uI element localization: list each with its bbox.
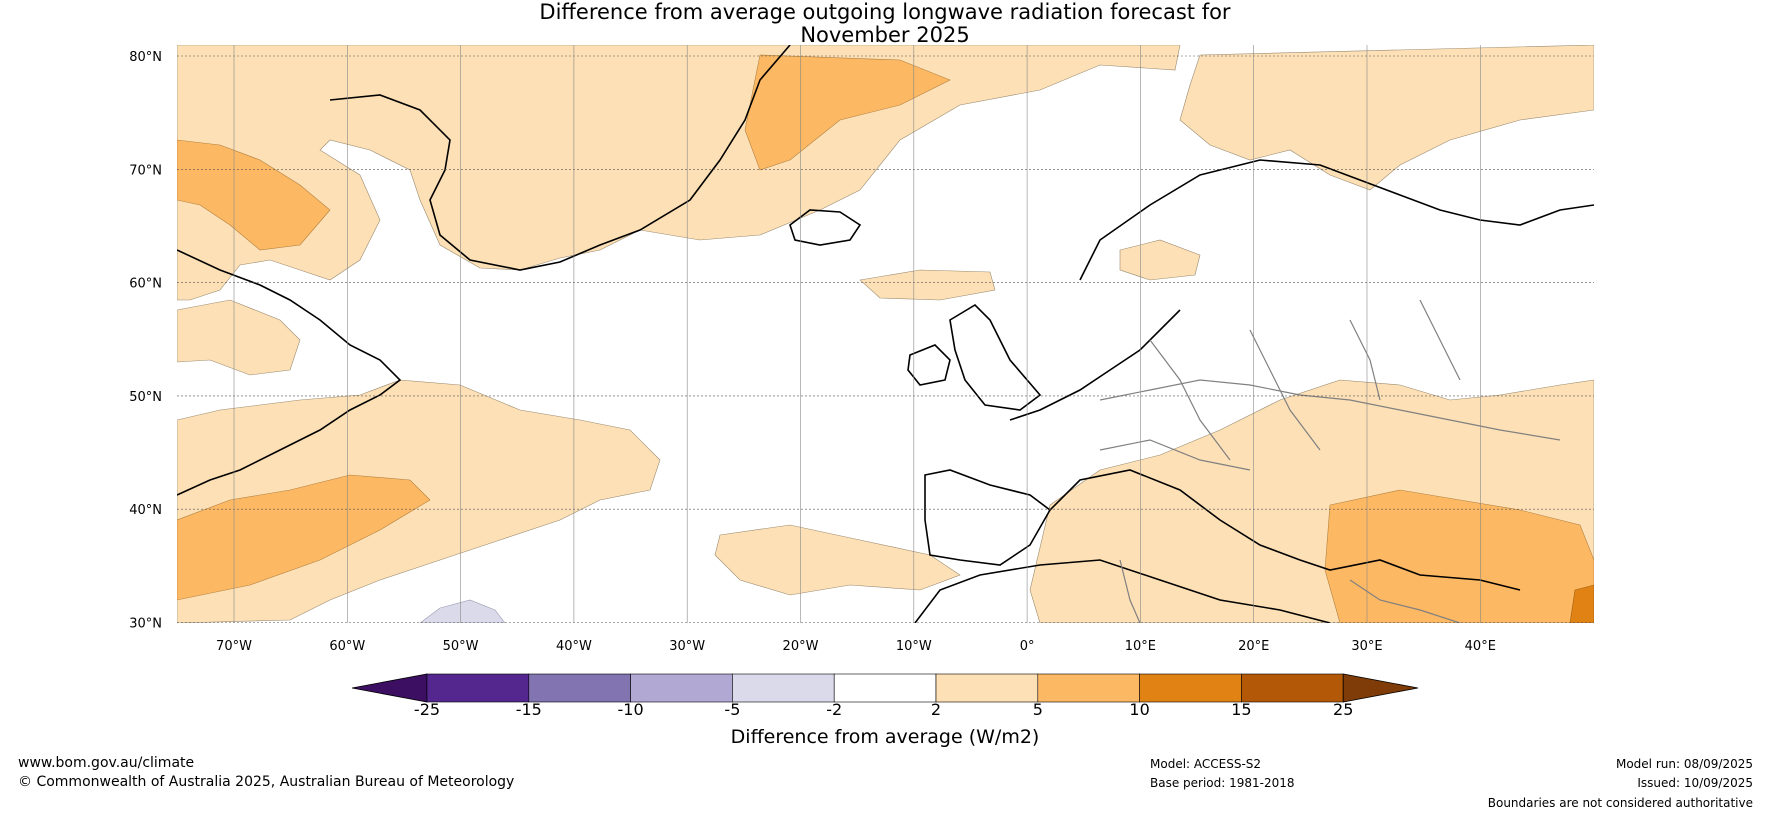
longitude-label: 30°E	[1351, 639, 1382, 654]
colorbar-segment	[426, 673, 530, 703]
coastline-iberia	[924, 469, 1052, 566]
colorbar-segment	[833, 673, 937, 703]
latitude-labels: 80°N 70°N 60°N 50°N 40°N 30°N	[129, 50, 162, 632]
longitude-label: 40°E	[1465, 639, 1496, 654]
colorbar-segment	[732, 673, 835, 703]
latitude-label: 30°N	[129, 617, 162, 632]
anomaly-region-east-atlantic	[714, 524, 961, 596]
colorbar-label: Difference from average (W/m2)	[730, 726, 1040, 748]
anomaly-region-baltic	[1119, 239, 1201, 281]
colorbar	[351, 673, 1419, 703]
coastline-iceland	[789, 209, 862, 246]
longitude-label: 0°	[1020, 639, 1035, 654]
colorbar-tick-label: -25	[413, 700, 441, 719]
longitude-label: 30°W	[669, 639, 705, 654]
colorbar-segment	[1241, 673, 1344, 703]
anomaly-region-negative	[419, 599, 506, 623]
longitude-gridlines	[233, 45, 1481, 623]
colorbar-extension-high	[1342, 673, 1419, 703]
latitude-label: 40°N	[129, 503, 162, 518]
footer-model: Model: ACCESS-S2	[1150, 757, 1262, 771]
longitude-label: 70°W	[216, 639, 252, 654]
longitude-label: 10°W	[896, 639, 932, 654]
country-borders	[1099, 299, 1561, 623]
latitude-label: 60°N	[129, 277, 162, 292]
longitude-label: 60°W	[329, 639, 365, 654]
coastline-north-africa	[914, 559, 1331, 623]
anomaly-region-subtropical-strong	[177, 474, 431, 601]
latitude-label: 80°N	[129, 50, 162, 65]
coastlines	[177, 45, 1594, 623]
colorbar-segment	[630, 673, 733, 703]
longitude-labels: 70°W 60°W 50°W 40°W 30°W 20°W 10°W 0° 10°E 20°E 30…	[216, 639, 1496, 654]
anomaly-region-middle-east-strong	[1324, 489, 1594, 623]
colorbar-tick-label: 15	[1231, 700, 1252, 719]
coastline-canada	[177, 249, 402, 496]
anomaly-region-iraq-peak	[1569, 584, 1594, 623]
footer-issued: Issued: 10/09/2025	[1637, 776, 1753, 790]
borders-europe	[1099, 299, 1561, 623]
coastline-greenland	[329, 45, 791, 271]
coastline-europe-west	[1009, 309, 1181, 421]
coastline-mediterranean	[1049, 469, 1521, 591]
colorbar-tick-label: -2	[826, 700, 843, 719]
footer-disclaimer: Boundaries are not considered authoritat…	[1487, 796, 1753, 810]
longitude-label: 50°W	[443, 639, 479, 654]
colorbar-tick-label: 25	[1333, 700, 1354, 719]
colorbar-segment	[1037, 673, 1140, 703]
colorbar-extension-low	[351, 673, 428, 703]
latitude-label: 70°N	[129, 163, 162, 178]
colorbar-tick-label: 5	[1032, 700, 1043, 719]
colorbar-segment	[935, 673, 1039, 703]
anomaly-region-scandinavia	[1179, 45, 1594, 191]
colorbar-segment	[1139, 673, 1242, 703]
footer-website: www.bom.gov.au/climate	[18, 755, 195, 771]
footer-copyright: © Commonwealth of Australia 2025, Austra…	[18, 774, 515, 790]
footer-base-period: Base period: 1981-2018	[1150, 776, 1295, 790]
map-title-line-1: Difference from average outgoing longwav…	[539, 0, 1231, 24]
coastline-ireland	[907, 344, 951, 386]
colorbar-tick-label: 10	[1129, 700, 1150, 719]
anomaly-region-north-atlantic-patch	[859, 269, 996, 301]
latitude-gridlines	[177, 55, 1594, 623]
map-title-line-2: November 2025	[800, 23, 970, 47]
anomaly-region-greenland-north	[177, 45, 1181, 301]
colorbar-tick-label: -10	[617, 700, 644, 719]
colorbar-tick-label: -5	[724, 700, 741, 719]
anomaly-region-labrador	[177, 299, 301, 376]
coastline-scandinavia	[1079, 159, 1594, 281]
colorbar-tick-label: 2	[930, 700, 942, 719]
longitude-label: 10°E	[1125, 639, 1156, 654]
colorbar-tick-label: -15	[515, 700, 542, 719]
footer-model-run: Model run: 08/09/2025	[1615, 757, 1753, 771]
anomaly-region-greenland-east-strong	[744, 54, 951, 171]
latitude-label: 50°N	[129, 390, 162, 405]
longitude-label: 20°E	[1238, 639, 1269, 654]
longitude-label: 40°W	[556, 639, 592, 654]
colorbar-segment	[528, 673, 631, 703]
coastline-british-isles	[949, 303, 1042, 411]
anomaly-region-canada-strong	[177, 139, 331, 251]
longitude-label: 20°W	[783, 639, 819, 654]
